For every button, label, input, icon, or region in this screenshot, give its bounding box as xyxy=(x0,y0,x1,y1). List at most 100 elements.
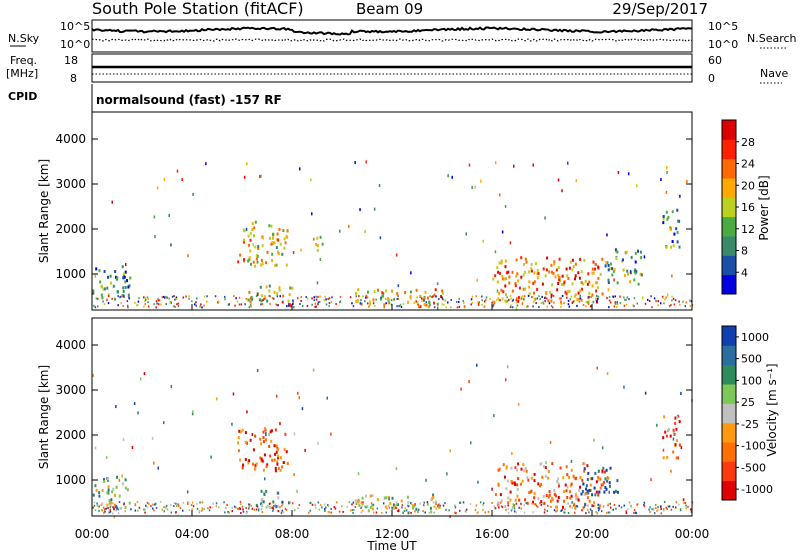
power-echo-cell xyxy=(289,286,292,290)
power-echo-cell xyxy=(155,306,157,309)
power-echo-cell xyxy=(477,301,479,304)
power-echo-cell xyxy=(666,166,668,170)
velocity-echo-cell xyxy=(505,487,508,491)
velocity-echo-cell xyxy=(682,498,685,502)
velocity-echo-cell xyxy=(585,512,587,515)
power-echo-cell xyxy=(505,271,508,275)
velocity-echo-cell xyxy=(157,466,159,470)
velocity-echo-cell xyxy=(544,466,547,470)
power-echo-cell xyxy=(532,163,534,167)
velocity-echo-cell xyxy=(192,410,194,414)
power-echo-cell xyxy=(173,305,175,308)
power-echo-cell xyxy=(597,276,600,280)
velocity-echo-cell xyxy=(352,509,354,511)
velocity-echo-cell xyxy=(262,436,265,439)
velocity-echo-cell xyxy=(531,502,533,505)
power-echo-cell xyxy=(613,305,616,308)
velocity-echo-cell xyxy=(121,474,123,478)
velocity-echo-cell xyxy=(475,504,478,507)
power-echo-cell xyxy=(318,300,321,303)
velocity-echo-cell xyxy=(591,493,594,497)
power-echo-cell xyxy=(492,277,495,281)
velocity-echo-cell xyxy=(520,507,522,510)
power-echo-cell xyxy=(433,306,436,309)
velocity-echo-cell xyxy=(257,508,260,512)
velocity-echo-cell xyxy=(260,442,263,446)
power-echo-cell xyxy=(528,270,531,274)
velocity-echo-cell xyxy=(361,503,364,506)
velocity-echo-cell xyxy=(665,506,667,509)
date-label: 29/Sep/2017 xyxy=(612,0,708,18)
velocity-echo-cell xyxy=(119,506,122,510)
power-echo-cell xyxy=(291,286,294,290)
power-echo-cell xyxy=(475,295,477,298)
power-echo-cell xyxy=(144,297,147,300)
power-echo-cell xyxy=(433,301,436,305)
power-echo-cell xyxy=(217,301,219,304)
power-echo-cell xyxy=(421,299,423,302)
velocity-echo-cell xyxy=(674,421,677,425)
power-echo-cell xyxy=(94,274,97,278)
velocity-echo-cell xyxy=(675,506,677,509)
power-echo-cell xyxy=(655,299,657,302)
power-echo-cell xyxy=(321,242,324,246)
power-echo-cell xyxy=(539,298,541,301)
power-echo-cell xyxy=(498,261,501,265)
power-echo-cell xyxy=(450,298,452,301)
velocity-echo-cell xyxy=(549,440,552,444)
velocity-echo-cell xyxy=(330,511,333,514)
velocity-echo-cell xyxy=(445,508,447,511)
power-echo-cell xyxy=(103,270,106,273)
power-echo-cell xyxy=(369,299,371,302)
velocity-echo-cell xyxy=(234,505,236,508)
power-echo-cell xyxy=(527,294,530,297)
power-echo-cell xyxy=(270,224,273,228)
velocity-echo-cell xyxy=(387,495,390,499)
power-echo-cell xyxy=(384,298,387,300)
power-echo-cell xyxy=(517,279,520,283)
power-echo-cell xyxy=(375,298,377,301)
power-echo-cell xyxy=(354,161,356,165)
power-echo-cell xyxy=(560,302,563,305)
power-echo-cell xyxy=(613,278,615,282)
velocity-echo-cell xyxy=(643,503,645,506)
velocity-echo-cell xyxy=(594,493,597,497)
power-echo-cell xyxy=(129,276,132,280)
power-echo-cell xyxy=(590,296,592,298)
velocity-echo-cell xyxy=(644,391,647,395)
velocity-echo-cell xyxy=(598,490,601,494)
velocity-echo-cell xyxy=(360,511,363,514)
power-echo-cell xyxy=(577,291,580,295)
velocity-echo-cell xyxy=(321,506,323,509)
power-echo-cell xyxy=(127,306,129,309)
velocity-echo-cell xyxy=(557,496,560,499)
velocity-echo-cell xyxy=(573,502,576,506)
velocity-echo-cell xyxy=(426,502,429,506)
power-echo-cell xyxy=(523,263,525,266)
velocity-echo-cell xyxy=(143,372,146,376)
velocity-echo-cell xyxy=(501,505,504,508)
power-echo-cell xyxy=(441,296,443,299)
power-echo-cell xyxy=(626,296,629,299)
velocity-echo-cell xyxy=(282,503,284,506)
power-echo-cell xyxy=(597,265,600,269)
power-echo-cell xyxy=(615,250,618,254)
velocity-echo-cell xyxy=(272,505,274,508)
velocity-echo-cell xyxy=(260,498,263,502)
power-colorbar-tick-label-4: 20 xyxy=(741,179,755,192)
velocity-echo-cell xyxy=(455,512,457,515)
power-echo-cell xyxy=(582,282,585,286)
velocity-echo-cell xyxy=(574,505,577,509)
velocity-echo-cell xyxy=(477,511,479,514)
velocity-echo-cell xyxy=(269,430,272,434)
power-echo-cell xyxy=(571,268,574,272)
power-echo-cell xyxy=(101,284,104,288)
power-echo-cell xyxy=(624,298,626,301)
power-echo-cell xyxy=(536,276,539,280)
power-echo-cell xyxy=(520,256,523,260)
power-echo-cell xyxy=(317,295,319,298)
power-colorbar-label: Power [dB] xyxy=(757,175,771,240)
power-echo-cell xyxy=(484,300,486,303)
power-echo-cell xyxy=(260,263,263,267)
velocity-echo-cell xyxy=(454,504,456,507)
